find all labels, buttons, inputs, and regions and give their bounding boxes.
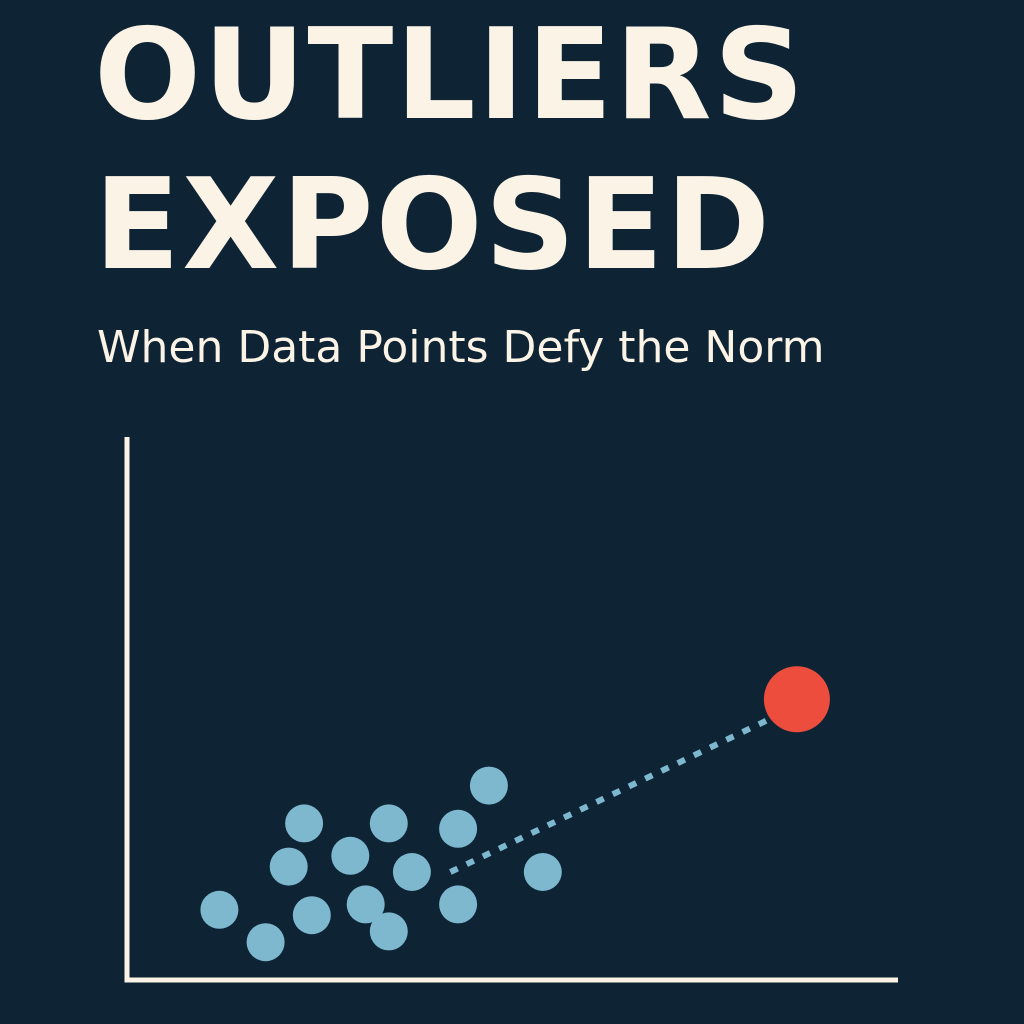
title-line-exposed: EXPOSED bbox=[94, 151, 773, 298]
data-point bbox=[369, 912, 408, 951]
data-point bbox=[523, 853, 562, 891]
data-point bbox=[439, 885, 478, 924]
data-point bbox=[439, 809, 478, 848]
data-point bbox=[331, 836, 370, 875]
data-point bbox=[285, 804, 324, 843]
chart-axes bbox=[124, 437, 898, 983]
data-point bbox=[246, 923, 285, 962]
subtitle: When Data Points Defy the Norm bbox=[97, 322, 825, 373]
outlier-connector-line bbox=[449, 718, 768, 875]
data-point bbox=[369, 804, 408, 843]
outlier-point bbox=[763, 666, 830, 733]
data-point bbox=[292, 896, 331, 935]
data-point bbox=[469, 766, 508, 805]
data-point bbox=[269, 847, 308, 886]
data-point bbox=[200, 890, 239, 929]
title-line-outliers: OUTLIERS bbox=[94, 1, 807, 148]
data-point bbox=[346, 885, 385, 924]
data-point bbox=[392, 853, 431, 891]
connector-layer bbox=[449, 718, 768, 875]
points-layer bbox=[200, 666, 830, 962]
